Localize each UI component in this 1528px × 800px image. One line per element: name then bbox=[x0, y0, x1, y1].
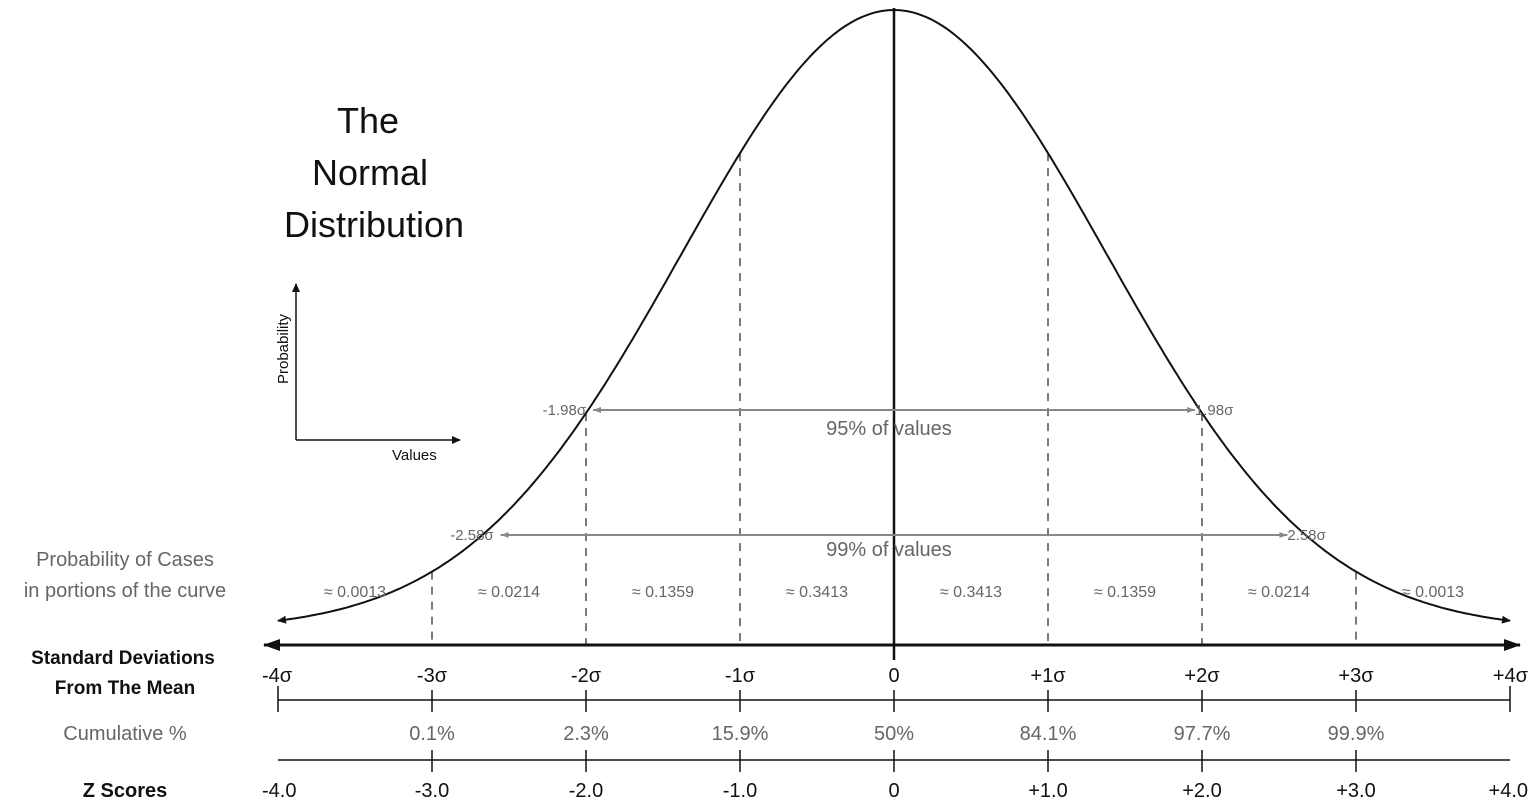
z-score-tick-label: +2.0 bbox=[1182, 780, 1221, 800]
row-labels: Probability of Cases in portions of the … bbox=[24, 549, 226, 800]
axis-ticks bbox=[277, 686, 1511, 772]
std-dev-tick-label: -3σ bbox=[417, 665, 448, 687]
portion-probability-label: ≈ 0.0214 bbox=[478, 584, 540, 601]
z-score-tick-label: +1.0 bbox=[1028, 780, 1067, 800]
std-dev-label: Standard Deviations bbox=[31, 648, 215, 669]
sigma-dashed-lines bbox=[431, 153, 1357, 645]
portion-probability-label: ≈ 0.0013 bbox=[1402, 584, 1464, 601]
portion-probability-label: ≈ 0.1359 bbox=[1094, 584, 1156, 601]
interval-95-label: 95% of values bbox=[826, 418, 952, 440]
inset-x-label: Values bbox=[392, 447, 437, 464]
confidence-intervals: -1.98σ 1.98σ 95% of values -2.58σ 2.58σ … bbox=[450, 402, 1326, 561]
std-dev-tick-label: -4σ bbox=[262, 665, 293, 687]
z-score-tick-label: -3.0 bbox=[415, 780, 449, 800]
portion-probability-label: ≈ 0.0214 bbox=[1248, 584, 1310, 601]
title-line: Distribution bbox=[284, 204, 464, 245]
title-line: Normal bbox=[312, 152, 428, 193]
std-dev-tick-label: +1σ bbox=[1030, 665, 1066, 687]
interval-99-right-label: 2.58σ bbox=[1287, 527, 1326, 544]
portion-probability-label: ≈ 0.3413 bbox=[940, 584, 1002, 601]
title-line: The bbox=[337, 100, 399, 141]
z-score-tick-label: -2.0 bbox=[569, 780, 603, 800]
z-score-tick-label: -4.0 bbox=[262, 780, 296, 800]
cumulative-tick-label: 15.9% bbox=[712, 723, 769, 745]
z-score-tick-label: 0 bbox=[888, 780, 899, 800]
inset-axes: Probability Values bbox=[275, 283, 461, 464]
std-dev-tick-label: +3σ bbox=[1338, 665, 1374, 687]
std-dev-tick-label: +4σ bbox=[1493, 665, 1528, 687]
interval-95-left-label: -1.98σ bbox=[543, 402, 587, 419]
cumulative-tick-label: 2.3% bbox=[563, 723, 609, 745]
cumulative-tick-label: 0.1% bbox=[409, 723, 455, 745]
z-scores-label: Z Scores bbox=[83, 780, 167, 800]
portion-probability-label: ≈ 0.1359 bbox=[632, 584, 694, 601]
std-dev-tick-label: -1σ bbox=[725, 665, 756, 687]
std-dev-label: From The Mean bbox=[55, 678, 195, 699]
cumulative-tick-label: 84.1% bbox=[1020, 723, 1077, 745]
std-dev-tick-label: 0 bbox=[888, 665, 899, 687]
cumulative-tick-label: 99.9% bbox=[1328, 723, 1385, 745]
cumulative-label: Cumulative % bbox=[63, 723, 187, 745]
z-score-tick-label: +4.0 bbox=[1489, 780, 1528, 800]
cumulative-tick-label: 97.7% bbox=[1174, 723, 1231, 745]
cumulative-tick-label: 50% bbox=[874, 723, 914, 745]
inset-y-label: Probability bbox=[275, 313, 292, 384]
interval-95-right-label: 1.98σ bbox=[1195, 402, 1234, 419]
std-dev-tick-label: +2σ bbox=[1184, 665, 1220, 687]
std-dev-tick-label: -2σ bbox=[571, 665, 602, 687]
portion-probability-label: ≈ 0.3413 bbox=[786, 584, 848, 601]
z-score-tick-label: +3.0 bbox=[1336, 780, 1375, 800]
probability-label: in portions of the curve bbox=[24, 580, 226, 602]
probability-label: Probability of Cases bbox=[36, 549, 214, 571]
interval-99-left-label: -2.58σ bbox=[450, 527, 494, 544]
interval-99-label: 99% of values bbox=[826, 539, 952, 561]
axis-tick-labels: -4σ -4.0 -3σ 0.1% -3.0 -2σ 2.3% -2.0 -1σ 15.9% -1.… bbox=[262, 584, 1528, 800]
z-score-tick-label: -1.0 bbox=[723, 780, 757, 800]
portion-probability-label: ≈ 0.0013 bbox=[324, 584, 386, 601]
title: The Normal Distribution bbox=[284, 100, 464, 245]
